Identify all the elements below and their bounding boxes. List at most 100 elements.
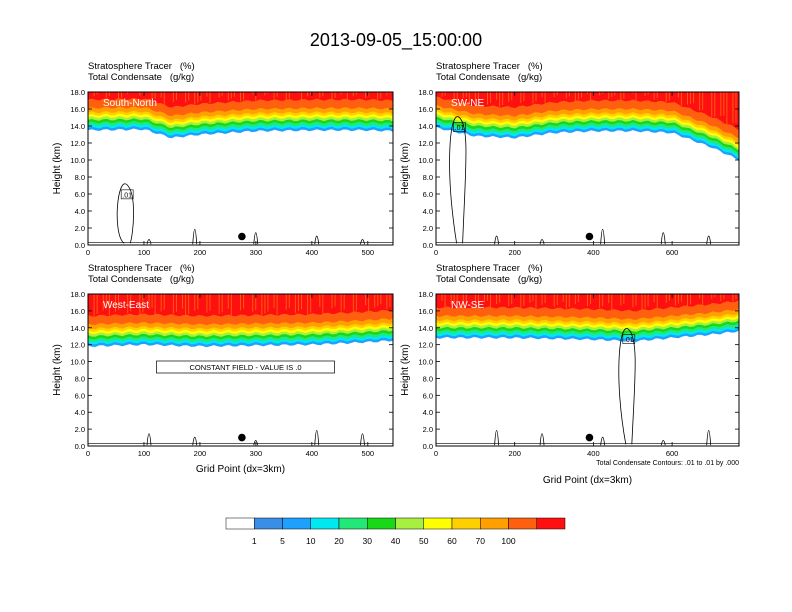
colorbar-swatch	[254, 517, 283, 530]
x-tick-label: 300	[250, 248, 263, 257]
y-tick-label: 2.0	[75, 425, 85, 434]
x-tick-label: 200	[508, 248, 521, 257]
y-tick-label: 2.0	[423, 425, 433, 434]
colorbar-swatch	[367, 517, 396, 530]
x-tick-label: 100	[138, 449, 151, 458]
tracer-band	[436, 92, 739, 131]
colorbar-label: 50	[419, 536, 429, 546]
condensate-contour	[192, 436, 198, 446]
y-tick-label: 18.0	[70, 290, 85, 299]
condensate-contour	[600, 436, 606, 446]
x-tick-label: 600	[666, 248, 679, 257]
x-tick-label: 600	[666, 449, 679, 458]
y-tick-label: 0.0	[75, 442, 85, 451]
y-tick-label: 0.0	[75, 241, 85, 250]
x-tick-label: 400	[306, 248, 319, 257]
colorbar-label: 10	[306, 536, 316, 546]
plot-area	[88, 92, 393, 245]
condensate-contour	[618, 328, 636, 445]
x-tick-label: 500	[362, 248, 375, 257]
condensate-contour	[192, 228, 198, 245]
colorbar: 1 5 10 20 30 40 50 60 70 100	[225, 517, 566, 546]
colorbar-swatch	[508, 517, 537, 530]
panel-south-north: .01 South-North 0.0 2.0 4.0 6.0 8.0 10.0 12.0 14.…	[52, 88, 394, 257]
x-tick-label: 200	[194, 449, 207, 458]
colorbar-swatch	[480, 517, 509, 530]
y-tick-label: 2.0	[75, 224, 85, 233]
contour-label: .01	[455, 125, 465, 132]
condensate-contour	[660, 232, 666, 245]
x-tick-label: 200	[194, 248, 207, 257]
condensate-contour	[706, 235, 712, 245]
condensate-contour	[494, 235, 499, 245]
condensate-contour	[360, 433, 365, 446]
condensate-contour	[314, 429, 320, 446]
header-line1: Stratosphere Tracer (%)	[436, 263, 543, 274]
contour-label-box	[622, 334, 636, 344]
plot-area	[436, 92, 739, 245]
y-tick-label: 0.0	[423, 442, 433, 451]
condensate-contour	[360, 239, 365, 245]
panel-west-east: West-East 0.0 2.0 4.0 6.0 8.0 10.0 12.0 14.0 16.0…	[52, 290, 394, 475]
plot-frame	[87, 293, 394, 447]
header-line2: Total Condensate (g/kg)	[436, 274, 543, 285]
y-tick-label: 10.0	[418, 358, 433, 367]
panel-name: West-East	[103, 300, 149, 311]
y-tick-label: 14.0	[70, 324, 85, 333]
colorbar-swatch	[282, 517, 311, 530]
y-tick-label: 16.0	[70, 307, 85, 316]
contour-label: .01	[624, 337, 634, 344]
location-marker	[585, 232, 594, 241]
y-tick-label: 8.0	[423, 374, 433, 383]
colorbar-swatch	[310, 517, 340, 530]
header-line1: Stratosphere Tracer (%)	[88, 263, 195, 274]
header-line2: Total Condensate (g/kg)	[436, 72, 543, 83]
y-tick-label: 16.0	[70, 105, 85, 114]
condensate-contour	[314, 235, 320, 245]
y-tick-label: 4.0	[75, 408, 85, 417]
x-tick-label: 0	[434, 449, 438, 458]
panel-header-west-east: Stratosphere Tracer (%) Total Condensate …	[88, 263, 195, 285]
x-axis-label: Grid Point (dx=3km)	[543, 475, 632, 486]
condensate-contour	[494, 429, 499, 446]
y-tick-label: 10.0	[70, 358, 85, 367]
annotation-text: CONSTANT FIELD - VALUE IS .0	[189, 363, 301, 372]
y-axis-label: Height (km)	[52, 143, 63, 195]
x-tick-label: 400	[587, 248, 600, 257]
y-tick-label: 18.0	[418, 88, 433, 97]
plot-area	[88, 294, 393, 446]
x-axis-label: Grid Point (dx=3km)	[196, 464, 285, 475]
x-tick-label: 0	[86, 248, 90, 257]
x-tick-label: 400	[306, 449, 319, 458]
x-tick-label: 0	[434, 248, 438, 257]
figure-title: 2013-09-05_15:00:00	[309, 30, 483, 50]
condensate-contour	[146, 239, 152, 245]
colorbar-label: 60	[447, 536, 457, 546]
panel-nw-se: .01 NW-SE 0.0 2.0 4.0 6.0 8.0 10.0 12.0 14.0 16.0 1…	[400, 290, 740, 486]
colorbar-label: 5	[280, 536, 285, 546]
colorbar-swatch	[536, 517, 566, 530]
header-line2: Total Condensate (g/kg)	[88, 274, 195, 285]
annotation-box	[156, 360, 335, 374]
colorbar-swatch	[338, 517, 368, 530]
y-tick-label: 4.0	[75, 207, 85, 216]
condensate-contour	[116, 183, 134, 244]
panel-header-south-north: Stratosphere Tracer (%) Total Condensate …	[88, 61, 195, 83]
y-axis-label: Height (km)	[52, 344, 63, 396]
y-tick-label: 8.0	[75, 374, 85, 383]
y-axis-label: Height (km)	[400, 344, 411, 396]
y-tick-label: 16.0	[418, 307, 433, 316]
colorbar-label: 20	[334, 536, 344, 546]
y-tick-label: 18.0	[418, 290, 433, 299]
location-marker	[238, 232, 246, 241]
y-tick-label: 6.0	[75, 391, 85, 400]
contour-label: .01	[122, 192, 132, 199]
plot-frame	[87, 91, 394, 246]
y-tick-label: 0.0	[423, 241, 433, 250]
condensate-contour	[539, 239, 545, 245]
colorbar-swatch	[423, 517, 453, 530]
panel-header-nw-se: Stratosphere Tracer (%) Total Condensate …	[436, 263, 543, 285]
plot-frame	[435, 91, 740, 246]
contour-footnote: Total Condensate Contours: .01 to .01 by…	[596, 460, 739, 467]
